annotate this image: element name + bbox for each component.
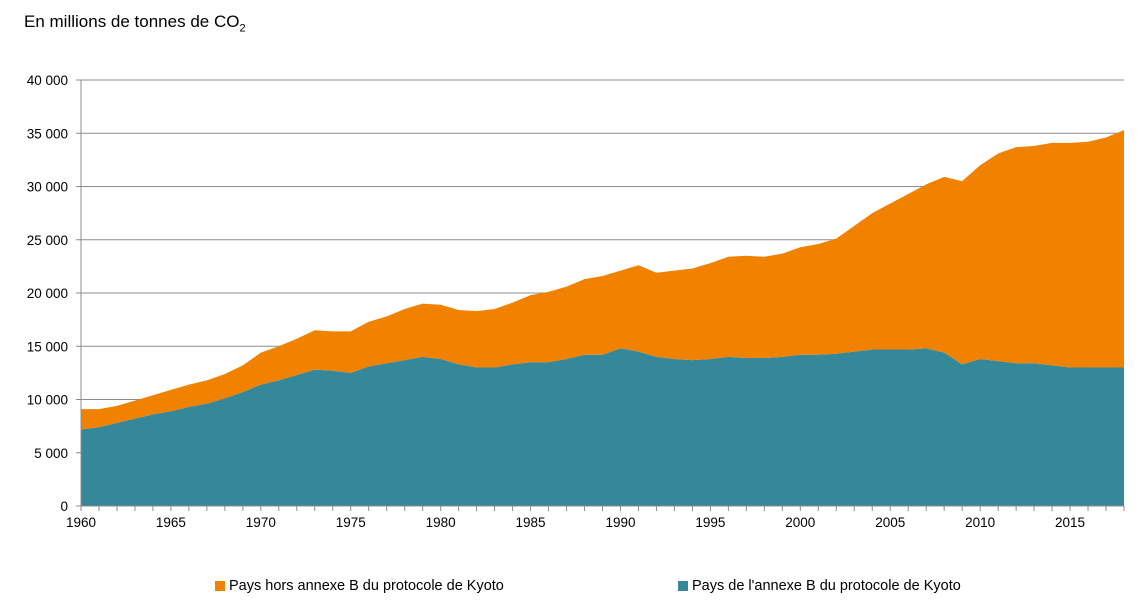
title-text: En millions de tonnes de CO — [24, 12, 240, 31]
legend-label-annex-b: Pays de l'annexe B du protocole de Kyoto — [692, 578, 961, 594]
y-tick-label: 20 000 — [27, 286, 68, 301]
chart-title: En millions de tonnes de CO2 — [24, 12, 246, 34]
legend-item-annex-b: Pays de l'annexe B du protocole de Kyoto — [678, 578, 961, 594]
x-tick-label: 2000 — [785, 515, 815, 530]
area-series-1 — [81, 130, 1124, 430]
area-series-0 — [81, 348, 1124, 506]
x-tick-label: 2010 — [965, 515, 995, 530]
legend-swatch-annex-b — [678, 581, 688, 591]
x-tick-label: 1970 — [246, 515, 276, 530]
legend-item-non-annex-b: Pays hors annexe B du protocole de Kyoto — [215, 578, 504, 594]
x-tick-label: 2015 — [1055, 515, 1085, 530]
x-tick-label: 1985 — [516, 515, 546, 530]
legend-swatch-non-annex-b — [215, 581, 225, 591]
x-tick-label: 1990 — [605, 515, 635, 530]
y-tick-label: 0 — [60, 499, 68, 514]
x-tick-label: 1960 — [66, 515, 96, 530]
y-tick-label: 35 000 — [27, 126, 68, 141]
x-tick-label: 1975 — [336, 515, 366, 530]
legend-label-non-annex-b: Pays hors annexe B du protocole de Kyoto — [229, 578, 504, 594]
x-tick-label: 1965 — [156, 515, 186, 530]
x-tick-label: 1995 — [695, 515, 725, 530]
title-subscript: 2 — [239, 22, 246, 35]
y-tick-label: 25 000 — [27, 233, 68, 248]
y-tick-label: 10 000 — [27, 393, 68, 408]
y-tick-label: 5 000 — [34, 446, 68, 461]
x-tick-label: 1980 — [426, 515, 456, 530]
y-tick-label: 30 000 — [27, 180, 68, 195]
y-tick-label: 15 000 — [27, 339, 68, 354]
y-tick-label: 40 000 — [27, 73, 68, 88]
x-tick-label: 2005 — [875, 515, 905, 530]
